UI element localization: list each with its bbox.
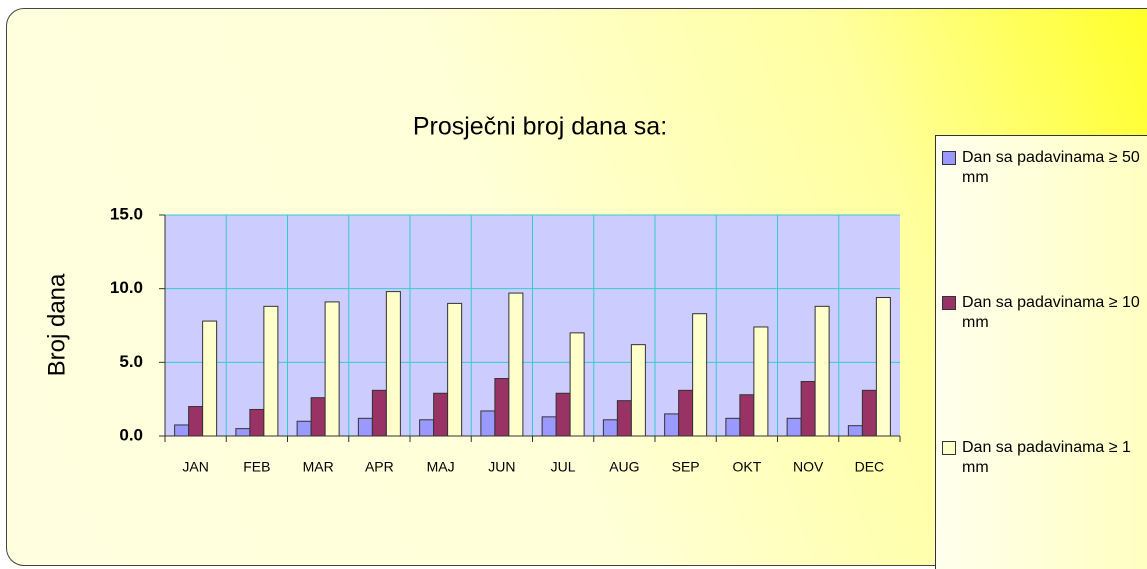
bar — [202, 320, 218, 437]
bar — [249, 408, 265, 437]
chart-title: Prosječni broj dana sa: — [413, 113, 667, 141]
bar — [602, 419, 618, 437]
bar — [447, 302, 463, 437]
bar — [188, 406, 204, 437]
x-tick-label: MAJ — [427, 459, 455, 475]
x-tick-label: FEB — [243, 459, 270, 475]
bar — [419, 419, 435, 437]
bar — [480, 410, 496, 437]
bar — [508, 292, 524, 437]
x-tick-label: AUG — [609, 459, 639, 475]
legend-swatch — [942, 441, 956, 455]
bar — [235, 428, 251, 437]
y-tick-label: 15.0 — [110, 204, 143, 223]
bar — [692, 313, 708, 437]
y-tick-label: 0.0 — [119, 425, 143, 444]
y-tick-label: 5.0 — [119, 352, 143, 371]
bar — [616, 400, 632, 437]
bar — [433, 392, 449, 437]
x-tick-label: JAN — [182, 459, 208, 475]
bar — [555, 392, 571, 437]
bar — [739, 394, 755, 437]
legend-swatch — [942, 151, 956, 165]
x-tick-label: SEP — [672, 459, 700, 475]
legend-swatch — [942, 296, 956, 310]
bar — [786, 417, 802, 437]
bar — [494, 378, 510, 437]
bar — [371, 389, 387, 437]
y-axis-label: Broj dana — [43, 273, 70, 376]
bar — [861, 389, 877, 437]
x-tick-label: MAR — [303, 459, 334, 475]
legend-label: Dan sa padavinama ≥ 1 mm — [962, 439, 1131, 476]
legend-item: Dan sa padavinama ≥ 50 mm — [942, 148, 1147, 188]
bar — [664, 413, 680, 437]
x-tick-label: DEC — [855, 459, 885, 475]
bar — [541, 416, 557, 437]
x-tick-label: JUL — [551, 459, 576, 475]
bar — [875, 297, 891, 437]
legend-label: Dan sa padavinama ≥ 50 mm — [962, 149, 1140, 186]
x-tick-label: APR — [365, 459, 394, 475]
bar — [385, 291, 401, 437]
bar — [678, 389, 694, 437]
bar — [725, 417, 741, 437]
bar — [800, 380, 816, 437]
bar — [630, 344, 646, 437]
bar — [357, 417, 373, 437]
x-tick-label: NOV — [793, 459, 824, 475]
legend: Dan sa padavinama ≥ 50 mm Dan sa padavina… — [935, 135, 1147, 569]
x-tick-label: JUN — [488, 459, 515, 475]
bar — [847, 425, 863, 437]
bar — [324, 301, 340, 437]
bar — [310, 397, 326, 437]
legend-item: Dan sa padavinama ≥ 1 mm — [942, 438, 1147, 478]
y-tick-label: 10.0 — [110, 278, 143, 297]
legend-item: Dan sa padavinama ≥ 10 mm — [942, 293, 1147, 333]
bar — [753, 326, 769, 437]
bar — [174, 424, 190, 437]
bar — [814, 305, 830, 437]
bar — [263, 305, 279, 437]
bar — [569, 332, 585, 437]
x-tick-label: OKT — [732, 459, 761, 475]
bar — [296, 420, 312, 437]
legend-label: Dan sa padavinama ≥ 10 mm — [962, 294, 1140, 331]
